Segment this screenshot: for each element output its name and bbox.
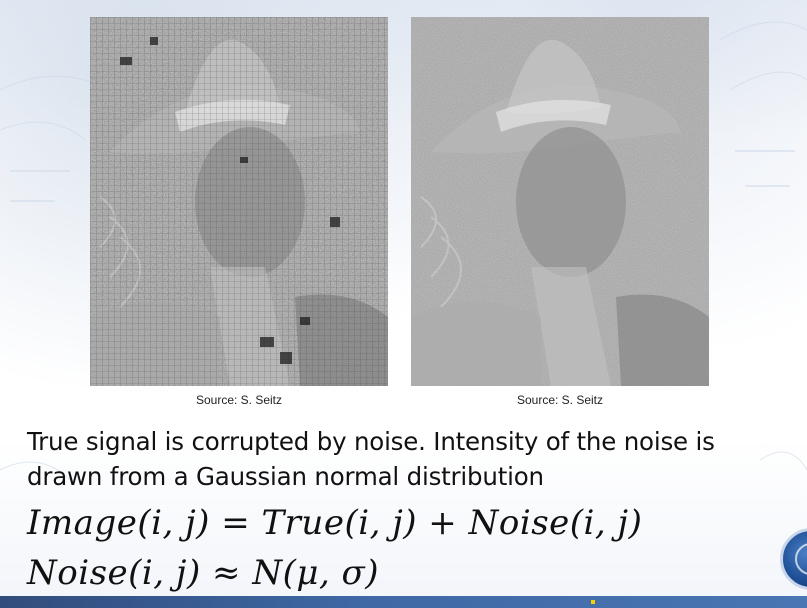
progress-marker bbox=[591, 600, 595, 604]
photo-right-graphic bbox=[411, 17, 709, 386]
slide-body-text: True signal is corrupted by noise. Inten… bbox=[27, 427, 715, 491]
bottom-accent-band bbox=[0, 596, 807, 608]
university-seal-icon bbox=[780, 528, 807, 590]
formula-noise-distribution: Noise(i, j) ≈ N(μ, σ) bbox=[27, 553, 380, 593]
noisy-photo-right bbox=[411, 17, 709, 386]
noisy-photo-left bbox=[90, 17, 388, 386]
image-caption-right: Source: S. Seitz bbox=[516, 393, 604, 407]
image-caption-left: Source: S. Seitz bbox=[195, 393, 283, 407]
formula-image-equation: Image(i, j) = True(i, j) + Noise(i, j) bbox=[27, 503, 643, 543]
seal-ring bbox=[795, 543, 807, 575]
photo-left-graphic bbox=[90, 17, 388, 386]
